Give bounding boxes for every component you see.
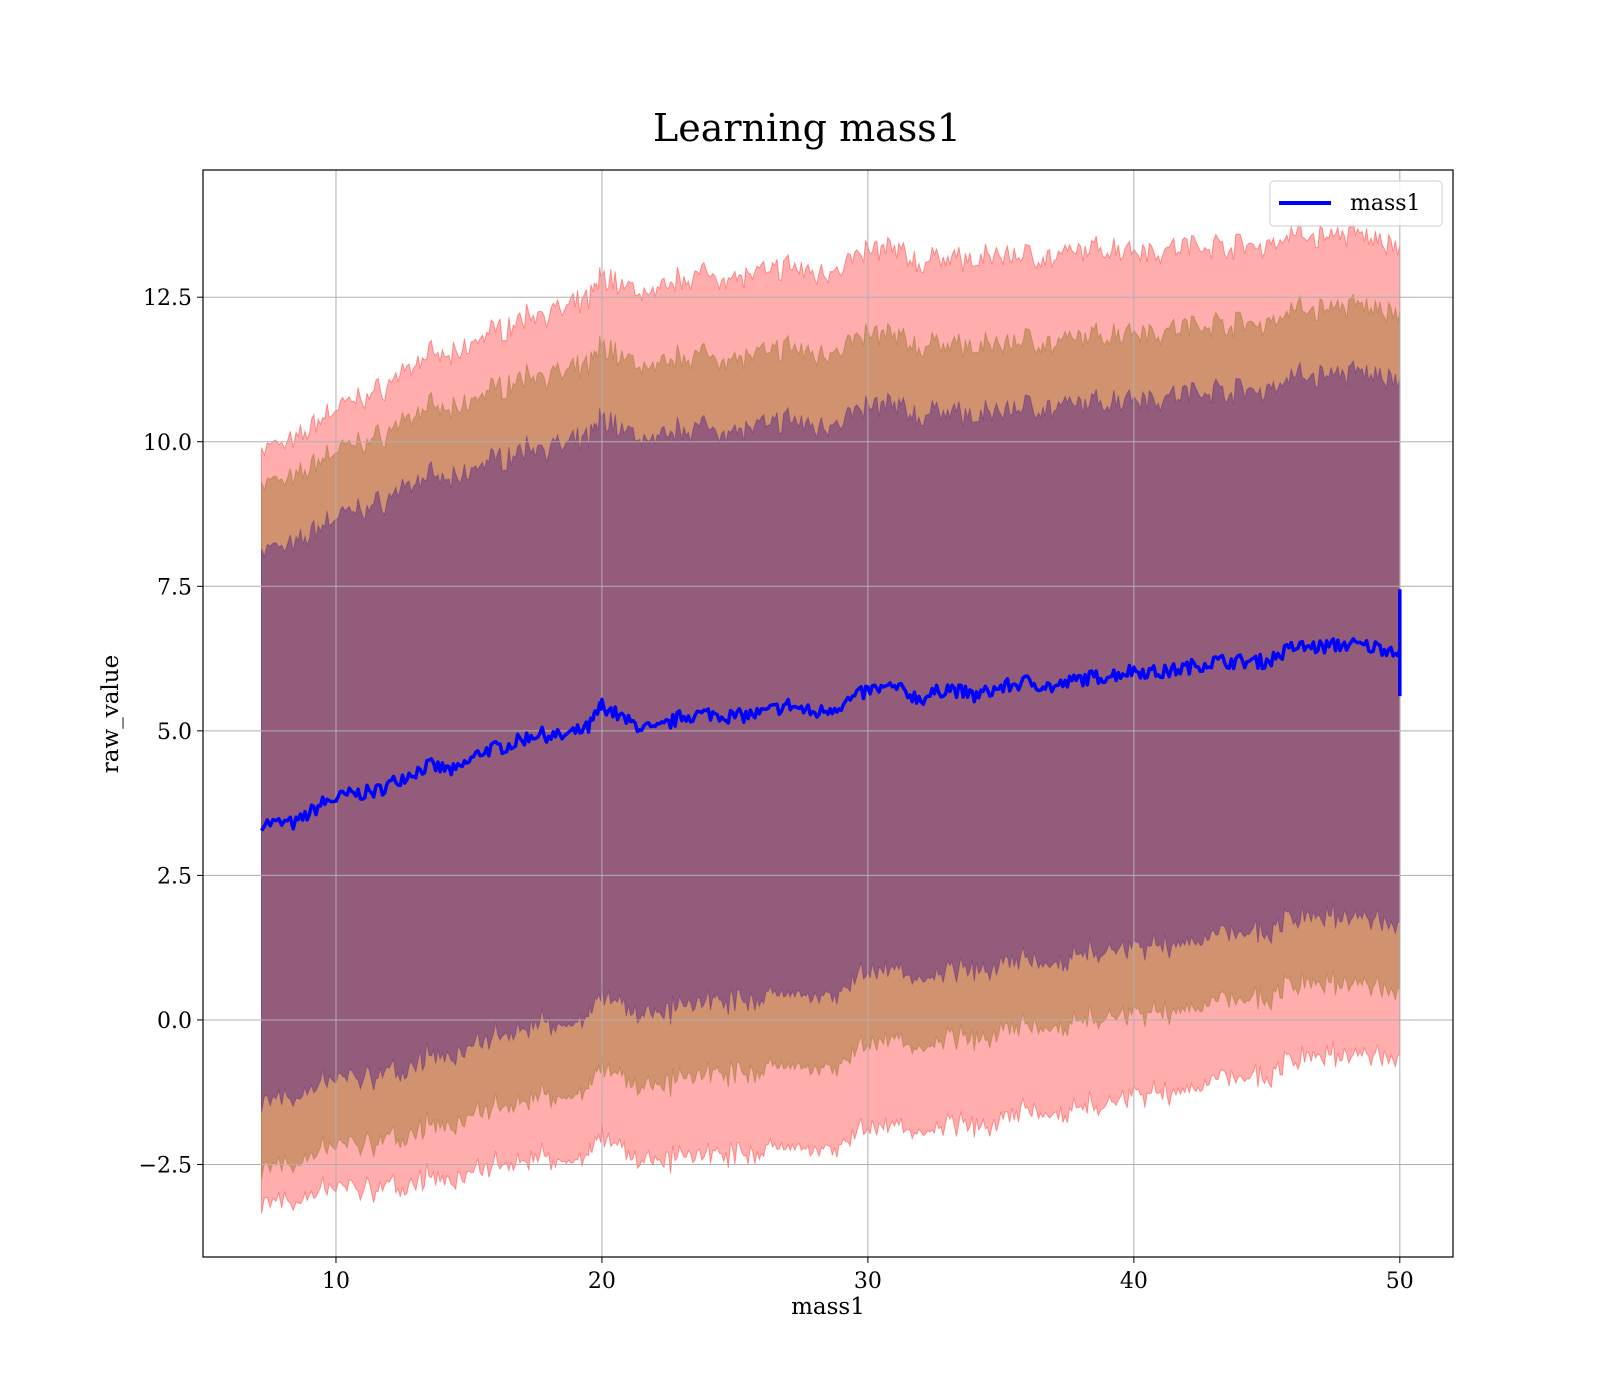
y-tick-label: 5.0 <box>157 720 192 745</box>
x-tick-label: 10 <box>322 1269 350 1294</box>
y-tick-label: 2.5 <box>157 864 192 889</box>
x-tick-label: 50 <box>1386 1269 1414 1294</box>
chart-title: Learning mass1 <box>653 106 961 150</box>
y-tick-label: 0.0 <box>157 1009 192 1034</box>
x-axis: 10 20 30 40 50 <box>322 1257 1414 1294</box>
grid <box>203 170 1453 1257</box>
confidence-bands <box>261 219 1401 1214</box>
legend-label: mass1 <box>1350 191 1421 216</box>
legend-box <box>1269 180 1443 227</box>
y-tick-label: 7.5 <box>157 575 192 600</box>
y-tick-label: 12.5 <box>143 286 192 311</box>
x-axis-label: mass1 <box>791 1294 865 1320</box>
series-line-mass1 <box>260 637 1402 832</box>
x-tick-label: 30 <box>854 1269 882 1294</box>
y-tick-label: 10.0 <box>143 431 192 456</box>
x-tick-label: 40 <box>1120 1269 1148 1294</box>
x-tick-label: 20 <box>588 1269 616 1294</box>
y-axis-label: raw_value <box>98 655 124 773</box>
y-axis: −2.5 0.0 2.5 5.0 7.5 10.0 12.5 <box>139 286 203 1178</box>
plot-frame <box>202 169 1454 1258</box>
y-tick-label: −2.5 <box>139 1153 192 1178</box>
mean-line-layer <box>260 589 1402 832</box>
legend: mass1 <box>1269 180 1443 227</box>
